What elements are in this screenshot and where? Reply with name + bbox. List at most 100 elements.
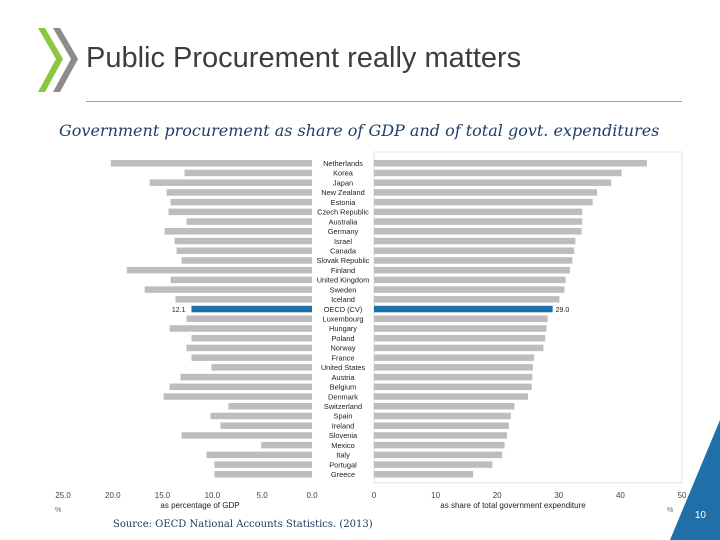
gdp-bar <box>191 334 312 342</box>
gdp-bar <box>180 373 312 381</box>
gdp-bar <box>175 296 312 303</box>
gdp-bar <box>181 257 312 264</box>
expenditure-bar <box>374 315 548 323</box>
country-label: Sweden <box>330 285 357 294</box>
gdp-bar <box>184 169 312 177</box>
expenditure-bar <box>374 432 508 439</box>
gdp-bar <box>170 198 312 206</box>
gdp-axis-tick: 5.0 <box>257 491 269 500</box>
expenditure-bar <box>374 354 535 361</box>
gdp-bar <box>144 286 312 293</box>
expenditure-axis-title: as share of total government expenditure <box>440 501 586 510</box>
expenditure-bar <box>374 461 493 468</box>
country-label: Denmark <box>328 392 358 401</box>
expenditure-axis-tick: 10 <box>431 491 440 500</box>
expenditure-bar <box>374 257 573 264</box>
expenditure-bar <box>374 189 597 196</box>
gdp-axis-tick: 20.0 <box>105 491 121 500</box>
country-label: Israel <box>334 237 352 246</box>
oecd-logo <box>38 28 78 92</box>
gdp-bar <box>261 441 312 449</box>
gdp-axis-tick: 10.0 <box>205 491 221 500</box>
gdp-bar <box>169 325 312 332</box>
expenditure-bar <box>374 441 505 449</box>
source-note: Source: OECD National Accounts Statistic… <box>113 519 373 530</box>
expenditure-bar <box>374 364 533 371</box>
expenditure-bar <box>374 179 612 186</box>
gdp-bar <box>164 228 312 235</box>
country-label: Germany <box>328 227 359 236</box>
country-label: New Zealand <box>321 188 365 197</box>
gdp-value-label: 12.1 <box>172 307 186 314</box>
gdp-bar <box>210 412 312 420</box>
expenditure-bar <box>374 160 647 167</box>
gdp-bar <box>191 305 312 313</box>
expenditure-bar <box>374 276 566 284</box>
expenditure-value-label: 29.0 <box>556 307 570 314</box>
country-label: France <box>331 353 354 362</box>
country-label: Spain <box>334 412 353 421</box>
gdp-bar <box>149 179 312 186</box>
country-label: Estonia <box>331 198 357 207</box>
corner-decoration <box>670 420 720 540</box>
gdp-axis-tick: 0.0 <box>306 491 318 500</box>
gdp-axis-unit: % <box>55 507 61 514</box>
expenditure-bar <box>374 266 570 274</box>
country-label: Greece <box>331 470 355 479</box>
expenditure-bar <box>374 198 593 206</box>
country-label: Italy <box>336 451 350 460</box>
logo-right-chevron <box>53 28 78 92</box>
expenditure-bar <box>374 296 560 303</box>
gdp-axis-tick: 25.0 <box>55 491 71 500</box>
expenditure-bar <box>374 208 583 216</box>
expenditure-bar <box>374 305 553 313</box>
expenditure-bar <box>374 237 576 245</box>
expenditure-bar <box>374 373 533 381</box>
expenditure-axis-tick: 40 <box>616 491 625 500</box>
page-title: Public Procurement really matters <box>86 42 522 74</box>
expenditure-bar <box>374 325 547 332</box>
gdp-bar <box>186 344 312 352</box>
gdp-bar <box>169 383 312 391</box>
country-label: Slovak Republic <box>317 256 370 265</box>
expenditure-bar <box>374 228 582 235</box>
expenditure-bar <box>374 412 511 420</box>
expenditure-bar <box>374 218 583 225</box>
gdp-bar <box>211 364 312 371</box>
country-label: Netherlands <box>323 159 363 168</box>
country-label: United States <box>321 363 366 372</box>
country-label: Mexico <box>331 441 354 450</box>
country-label: OECD (CV) <box>324 305 363 314</box>
country-label: Korea <box>333 169 354 178</box>
country-label: Norway <box>330 344 355 353</box>
country-label: Hungary <box>329 324 357 333</box>
expenditure-axis-tick: 20 <box>493 491 502 500</box>
country-label: Austria <box>331 373 355 382</box>
gdp-bar <box>214 461 312 468</box>
country-label: Slovenia <box>329 431 358 440</box>
gdp-bar <box>191 354 312 361</box>
gdp-bar <box>163 393 312 400</box>
logo-left-chevron <box>38 28 63 92</box>
country-label: Portugal <box>329 460 357 469</box>
gdp-bar <box>220 422 312 429</box>
gdp-bar <box>170 276 312 284</box>
expenditure-bar <box>374 247 575 254</box>
gdp-bar <box>166 189 312 196</box>
country-label: Canada <box>330 246 357 255</box>
expenditure-axis-tick: 0 <box>372 491 377 500</box>
expenditure-axis-tick: 50 <box>678 491 687 500</box>
country-label: Poland <box>331 334 354 343</box>
expenditure-bar <box>374 393 528 400</box>
gdp-bar <box>186 218 312 225</box>
gdp-bar <box>181 432 312 439</box>
country-label: Finland <box>331 266 355 275</box>
expenditure-axis-unit: % <box>667 507 673 514</box>
expenditure-axis-tick: 30 <box>554 491 563 500</box>
country-label: Czech Republic <box>317 208 369 217</box>
expenditure-bar <box>374 471 474 478</box>
expenditure-bar <box>374 169 622 177</box>
country-label: Switzerland <box>324 402 362 411</box>
chart-subtitle: Government procurement as share of GDP a… <box>59 121 660 140</box>
gdp-bar <box>206 451 312 459</box>
